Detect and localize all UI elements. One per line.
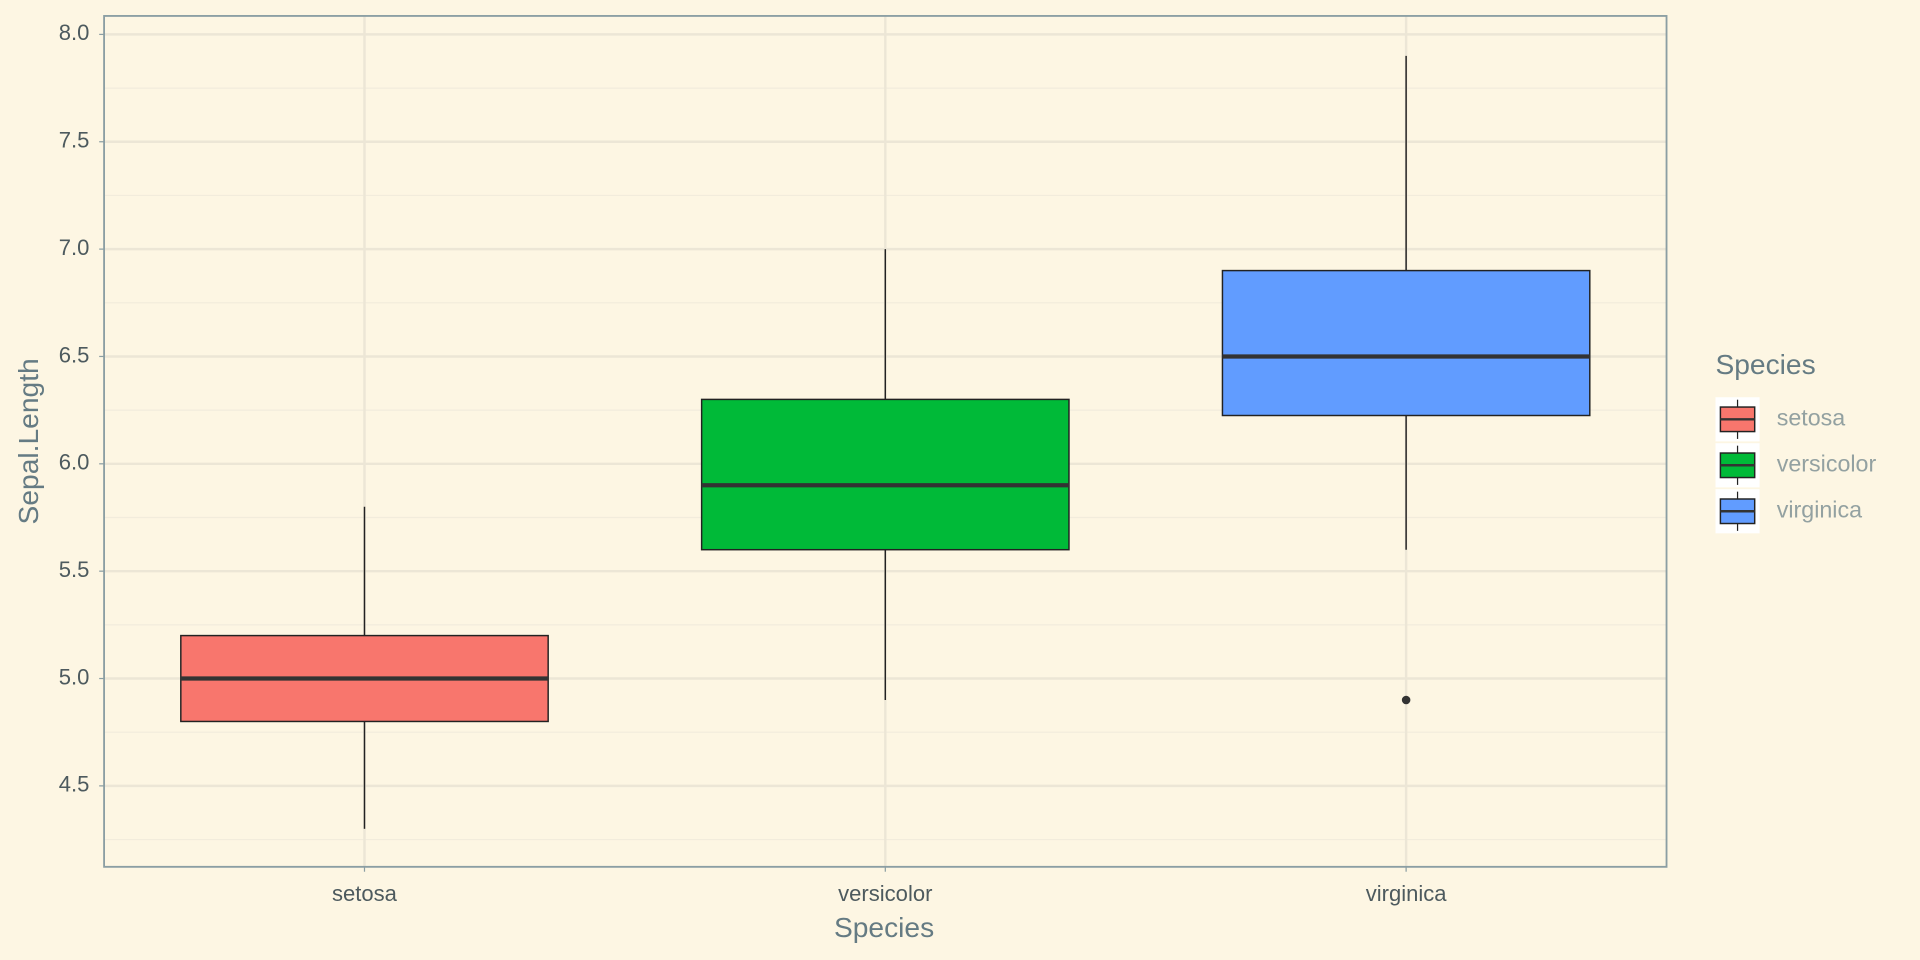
box [1221,269,1591,417]
legend: setosa versicolor virginica [1715,397,1877,534]
legend-title: Species [1716,348,1816,380]
legend-label: setosa [1777,404,1846,430]
y-tick-label: 6.5 [59,342,90,367]
y-tick-label: 5.0 [59,664,90,689]
legend-label: versicolor [1777,450,1877,476]
x-tick-label: setosa [332,881,398,906]
y-axis-title: Sepal.Length [12,358,44,524]
box [700,398,1070,551]
legend-label: virginica [1777,496,1862,522]
x-tick-label: virginica [1366,881,1448,906]
y-tick-label: 5.5 [59,557,90,582]
y-tick-label: 7.5 [59,128,90,153]
y-tick-label: 8.0 [59,20,90,45]
x-axis-title: Species [834,911,934,943]
marks [180,55,1591,829]
y-tick-label: 4.5 [59,772,90,797]
y-tick-label: 6.0 [59,450,90,475]
outlier [1401,695,1411,705]
x-tick-label: versicolor [838,881,932,906]
y-tick-label: 7.0 [59,235,90,260]
